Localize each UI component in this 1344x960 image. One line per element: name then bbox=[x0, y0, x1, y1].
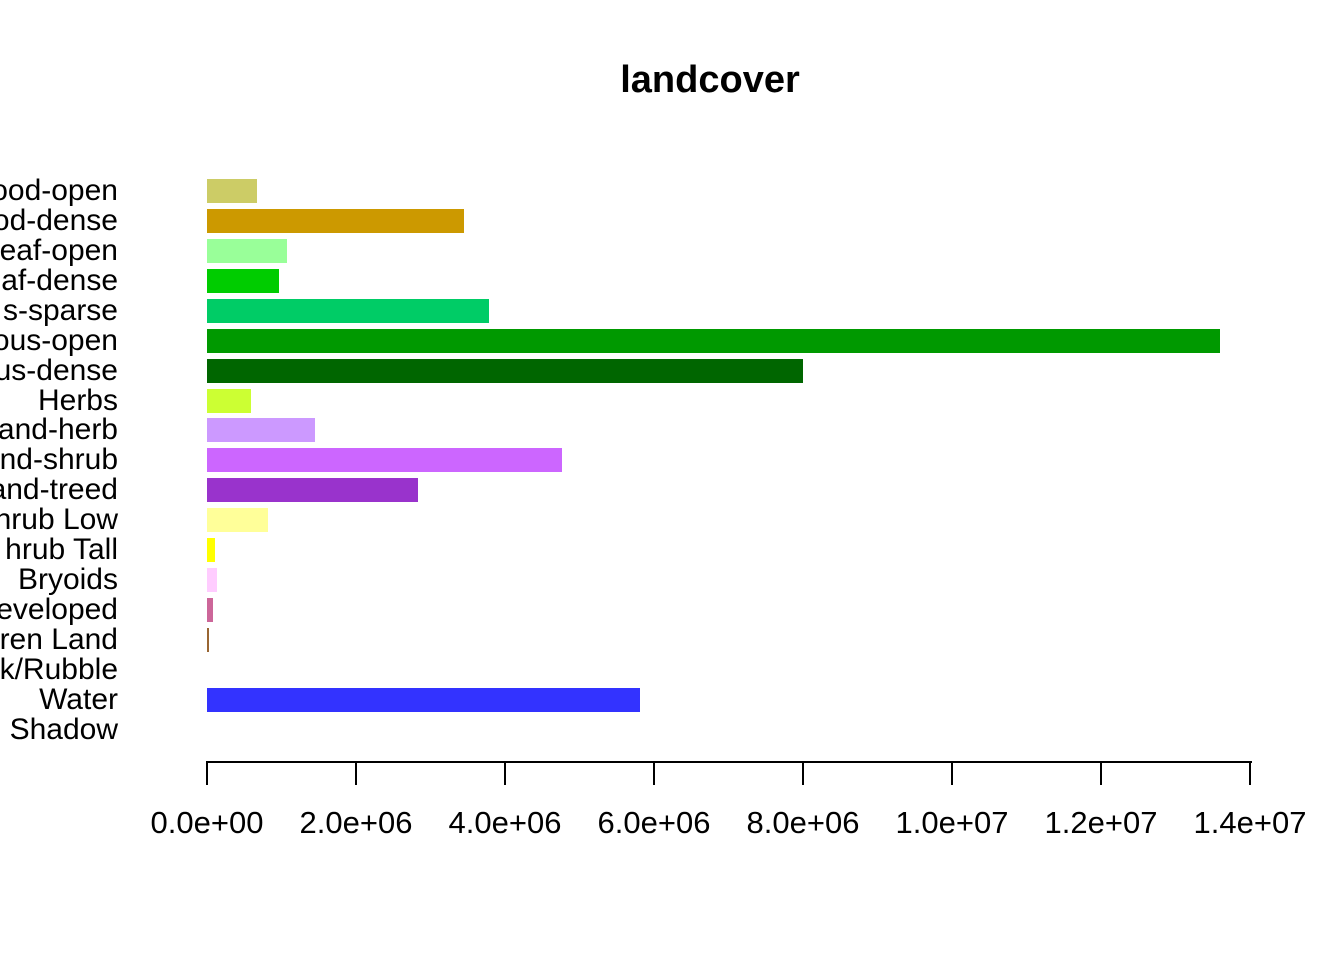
x-axis-tick bbox=[802, 762, 804, 785]
category-label: nd-shrub bbox=[0, 443, 118, 477]
bar bbox=[207, 328, 1220, 353]
x-axis-tick bbox=[1249, 762, 1251, 785]
x-axis-tick bbox=[355, 762, 357, 785]
chart-title: landcover bbox=[620, 59, 800, 101]
bar bbox=[207, 388, 251, 413]
category-label: s-sparse bbox=[2, 293, 118, 327]
bar bbox=[207, 478, 418, 503]
x-axis-line bbox=[206, 761, 1252, 763]
bar bbox=[207, 568, 217, 593]
x-axis-tick-label: 1.4e+07 bbox=[1193, 805, 1307, 840]
category-label: Herbs bbox=[37, 383, 118, 417]
category-label: ood-open bbox=[0, 174, 118, 207]
x-axis-tick bbox=[504, 762, 506, 785]
category-label: eaf-open bbox=[0, 233, 118, 267]
bar bbox=[207, 268, 279, 293]
category-label: and-herb bbox=[0, 413, 118, 447]
bar bbox=[207, 687, 640, 712]
bar bbox=[207, 298, 489, 323]
x-axis-tick-label: 1.2e+07 bbox=[1044, 805, 1158, 840]
category-label: od-dense bbox=[0, 203, 118, 237]
bar bbox=[207, 208, 464, 233]
bar bbox=[207, 508, 268, 533]
x-axis-tick bbox=[1100, 762, 1102, 785]
category-label: ous-open bbox=[0, 323, 118, 357]
x-axis-tick-label: 1.0e+07 bbox=[895, 805, 1009, 840]
x-axis-tick-label: 0.0e+00 bbox=[150, 805, 264, 840]
category-label: and-treed bbox=[0, 473, 118, 507]
x-axis-tick-label: 2.0e+06 bbox=[299, 805, 413, 840]
category-label: ren Land bbox=[0, 622, 118, 656]
category-label: hrub Tall bbox=[5, 533, 118, 567]
x-axis-tick-label: 8.0e+06 bbox=[746, 805, 860, 840]
x-axis-tick bbox=[653, 762, 655, 785]
x-axis-tick bbox=[206, 762, 208, 785]
bar bbox=[207, 598, 213, 623]
category-label: Shadow bbox=[9, 712, 118, 746]
category-label: us-dense bbox=[0, 353, 118, 387]
bar bbox=[207, 448, 562, 473]
bar bbox=[207, 538, 215, 563]
category-label: eveloped bbox=[0, 593, 118, 627]
category-label: Water bbox=[39, 682, 118, 716]
category-label: af-dense bbox=[1, 263, 118, 297]
bar bbox=[207, 179, 257, 203]
category-label: hrub Low bbox=[0, 503, 118, 537]
category-label: k/Rubble bbox=[0, 652, 118, 686]
x-axis-tick bbox=[951, 762, 953, 785]
bar bbox=[207, 418, 315, 443]
bar bbox=[207, 358, 803, 383]
category-label: Bryoids bbox=[17, 563, 118, 597]
bar bbox=[207, 238, 287, 263]
x-axis-tick-label: 6.0e+06 bbox=[597, 805, 711, 840]
x-axis-tick-label: 4.0e+06 bbox=[448, 805, 562, 840]
bar bbox=[207, 627, 209, 652]
